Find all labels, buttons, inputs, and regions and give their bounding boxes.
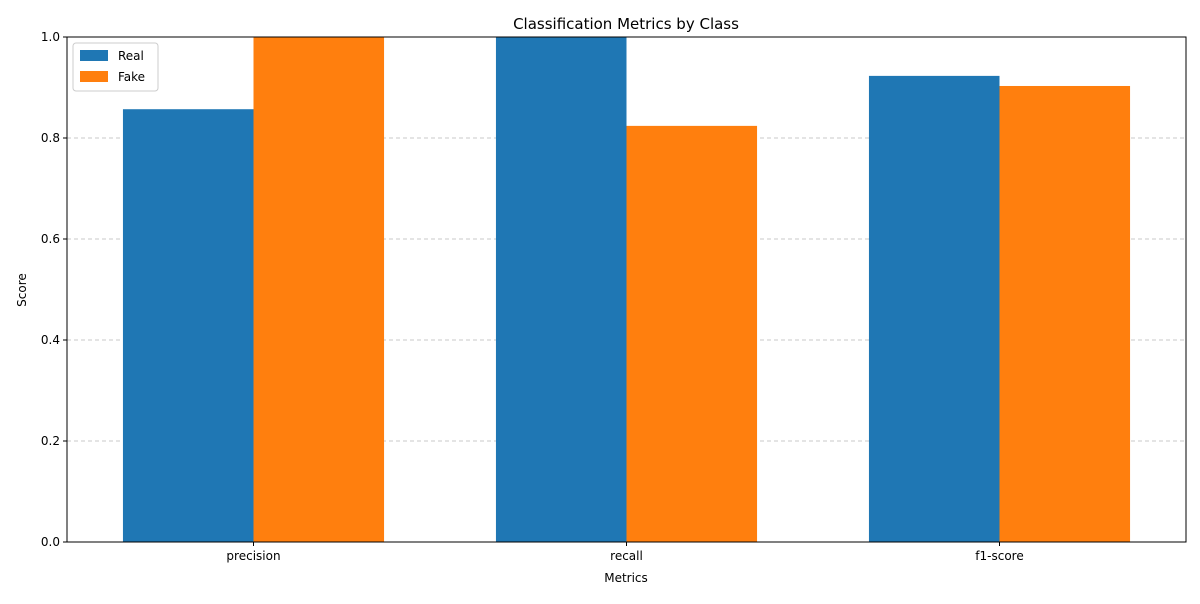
bar-real-f1-score <box>868 75 1000 542</box>
legend: Real Fake <box>72 42 159 92</box>
legend-swatch-real <box>80 50 108 61</box>
chart-title: Classification Metrics by Class <box>513 15 739 33</box>
legend-label-real: Real <box>118 49 144 63</box>
bar-fake-f1-score <box>999 85 1131 543</box>
y-axis-ticks: 0.0 0.2 0.4 0.6 0.8 1.0 <box>41 30 67 549</box>
y-tick-label: 0.6 <box>41 232 60 246</box>
y-axis-label: Score <box>15 273 29 307</box>
y-tick-label: 0.2 <box>41 434 60 448</box>
legend-swatch-fake <box>80 71 108 82</box>
y-tick-label: 0.4 <box>41 333 60 347</box>
y-tick-label: 0.0 <box>41 535 60 549</box>
legend-label-fake: Fake <box>118 70 145 84</box>
bars <box>122 37 1131 543</box>
x-axis-ticks: precision recall f1-score <box>226 542 1024 563</box>
x-tick-label-precision: precision <box>226 549 280 563</box>
bar-real-precision <box>122 109 254 542</box>
bar-real-recall <box>495 37 627 542</box>
bar-fake-recall <box>626 125 758 542</box>
bar-fake-precision <box>253 37 385 542</box>
y-tick-label: 0.8 <box>41 131 60 145</box>
x-tick-label-f1-score: f1-score <box>975 549 1023 563</box>
y-tick-label: 1.0 <box>41 30 60 44</box>
x-tick-label-recall: recall <box>610 549 643 563</box>
x-axis-label: Metrics <box>604 571 648 585</box>
